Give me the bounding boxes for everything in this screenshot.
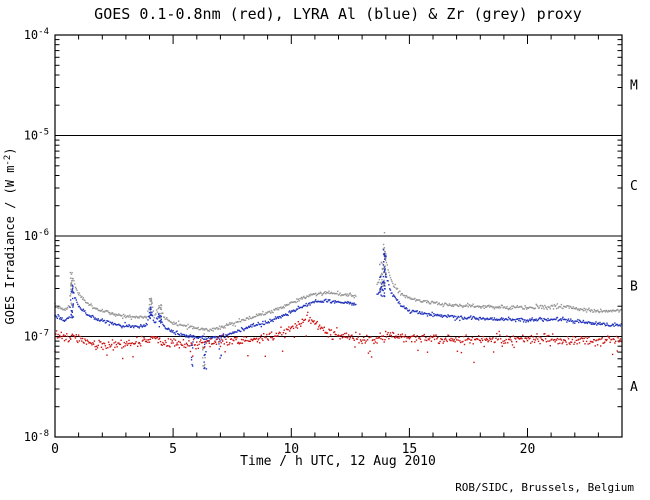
- credit-text: ROB/SIDC, Brussels, Belgium: [455, 481, 634, 494]
- y-tick-label: 10-7: [24, 329, 49, 344]
- y-tick-label: 10-6: [24, 228, 49, 243]
- x-tick-label: 15: [402, 442, 418, 457]
- y-tick-label: 10-5: [24, 128, 49, 143]
- x-tick-label: 5: [169, 442, 177, 457]
- class-boundary-lines: [55, 135, 622, 337]
- series-lyra-zr-proxy: [54, 232, 622, 367]
- flare-class-label-B: B: [630, 279, 638, 294]
- x-tick-label: 10: [283, 442, 299, 457]
- flare-class-label-C: C: [630, 179, 638, 194]
- x-tick-label: 0: [51, 442, 59, 457]
- x-tick-labels: 0 5 10 15 20: [51, 442, 535, 457]
- y-axis-label: GOES Irradiance / (W m-2): [3, 147, 17, 324]
- y-tick-labels: 10-8 10-7 10-6 10-5 10-4: [24, 27, 49, 444]
- x-tick-label: 20: [520, 442, 536, 457]
- y-tick-label: 10-8: [24, 429, 49, 444]
- flare-class-label-M: M: [630, 78, 638, 93]
- flare-class-label-A: A: [630, 380, 638, 395]
- plot-frame: [54, 34, 623, 438]
- y-tick-label: 10-4: [24, 27, 49, 42]
- chart-title: GOES 0.1-0.8nm (red), LYRA Al (blue) & Z…: [94, 5, 582, 23]
- flare-class-labels: M C B A: [630, 78, 638, 395]
- series-lyra-al-proxy: [54, 249, 622, 370]
- x-axis-label: Time / h UTC, 12 Aug 2010: [240, 454, 436, 469]
- series-goes-0-1-0-8nm: [54, 311, 622, 364]
